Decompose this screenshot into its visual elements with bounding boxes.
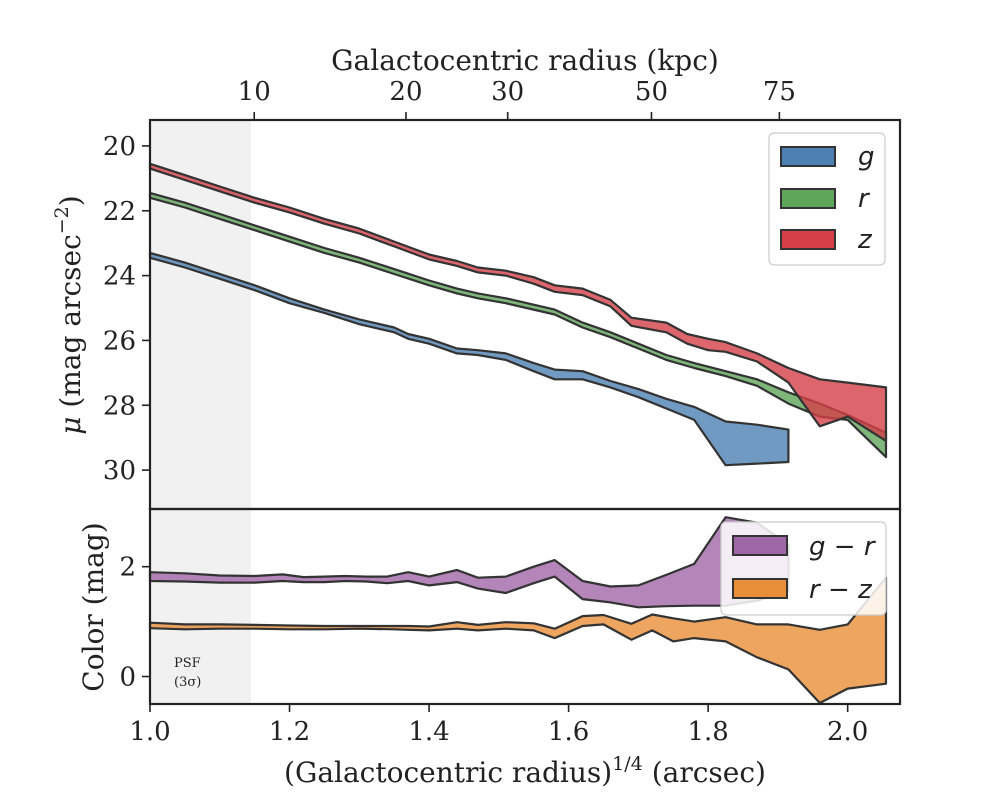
legend-label-g-r: g − r — [809, 532, 877, 562]
band-rz — [148, 576, 888, 705]
top-x-tick-label: 75 — [763, 77, 796, 107]
mu-symbol: μ — [54, 417, 87, 435]
psf-label: PSF — [174, 656, 201, 671]
mu-axis-title-close: ) — [54, 195, 87, 206]
legend-swatch-r — [780, 188, 836, 209]
bottom-axis-title-main: (Galactocentric radius) — [284, 756, 612, 789]
band-r — [148, 191, 888, 459]
legend-top: g r z — [768, 132, 886, 266]
legend-swatch-z — [780, 229, 836, 250]
legend-label-z: z — [857, 225, 873, 255]
mu-axis-title-sup: −2 — [51, 206, 73, 234]
y-tick-label-mu: 24 — [103, 262, 136, 292]
x-tick-label: 1.8 — [687, 717, 728, 747]
y-tick-label-mu: 22 — [103, 197, 136, 227]
psf-shaded-region-bottom — [151, 510, 251, 704]
mu-axis-title: μ (mag arcsec−2) — [51, 195, 87, 434]
psf-sigma-label: (3σ) — [174, 675, 201, 690]
color-axis-title: Color (mag) — [77, 522, 110, 691]
axis-ticks: 20 22 24 26 28 30 0 2 1.0 1.2 1.4 1.6 1.8 2.0 10 20 30 50… — [103, 77, 868, 747]
x-tick-label: 1.2 — [269, 717, 310, 747]
y-tick-label-mu: 26 — [103, 326, 136, 356]
y-tick-label-mu: 28 — [103, 391, 136, 421]
legend-swatch-g — [780, 146, 836, 167]
legend-bottom: g − r r − z — [720, 521, 887, 616]
bottom-axis-title: (Galactocentric radius)1/4 (arcsec) — [284, 753, 766, 789]
top-axis-title: Galactocentric radius (kpc) — [331, 44, 719, 77]
x-tick-label: 1.4 — [408, 717, 449, 747]
legend-label-r: r — [858, 184, 871, 214]
bottom-axis-title-sup: 1/4 — [612, 753, 643, 775]
y-tick-label-color: 2 — [119, 553, 136, 583]
top-x-tick-label: 30 — [491, 77, 524, 107]
psf-shaded-region-top — [151, 121, 251, 508]
y-tick-label-color: 0 — [119, 663, 136, 693]
legend-label-g: g — [858, 142, 875, 172]
band-g — [148, 251, 790, 467]
mu-axis-title-main: (mag arcsec — [54, 234, 87, 416]
x-tick-label: 1.6 — [548, 717, 589, 747]
legend-swatch-g-r — [732, 535, 788, 556]
x-tick-label: 2.0 — [827, 717, 868, 747]
band-z — [148, 162, 888, 442]
y-tick-label-mu: 20 — [103, 132, 136, 162]
top-x-tick-label: 20 — [389, 77, 422, 107]
surface-brightness-bands — [148, 162, 888, 467]
bottom-axis-title-unit: (arcsec) — [643, 756, 766, 789]
top-x-tick-label: 10 — [238, 77, 271, 107]
legend-label-r-z: r − z — [809, 575, 873, 605]
x-tick-label: 1.0 — [129, 717, 170, 747]
y-tick-label-mu: 30 — [103, 456, 136, 486]
legend-swatch-r-z — [732, 578, 788, 599]
top-x-tick-label: 50 — [635, 77, 668, 107]
bottom-panel-frame — [148, 507, 902, 706]
